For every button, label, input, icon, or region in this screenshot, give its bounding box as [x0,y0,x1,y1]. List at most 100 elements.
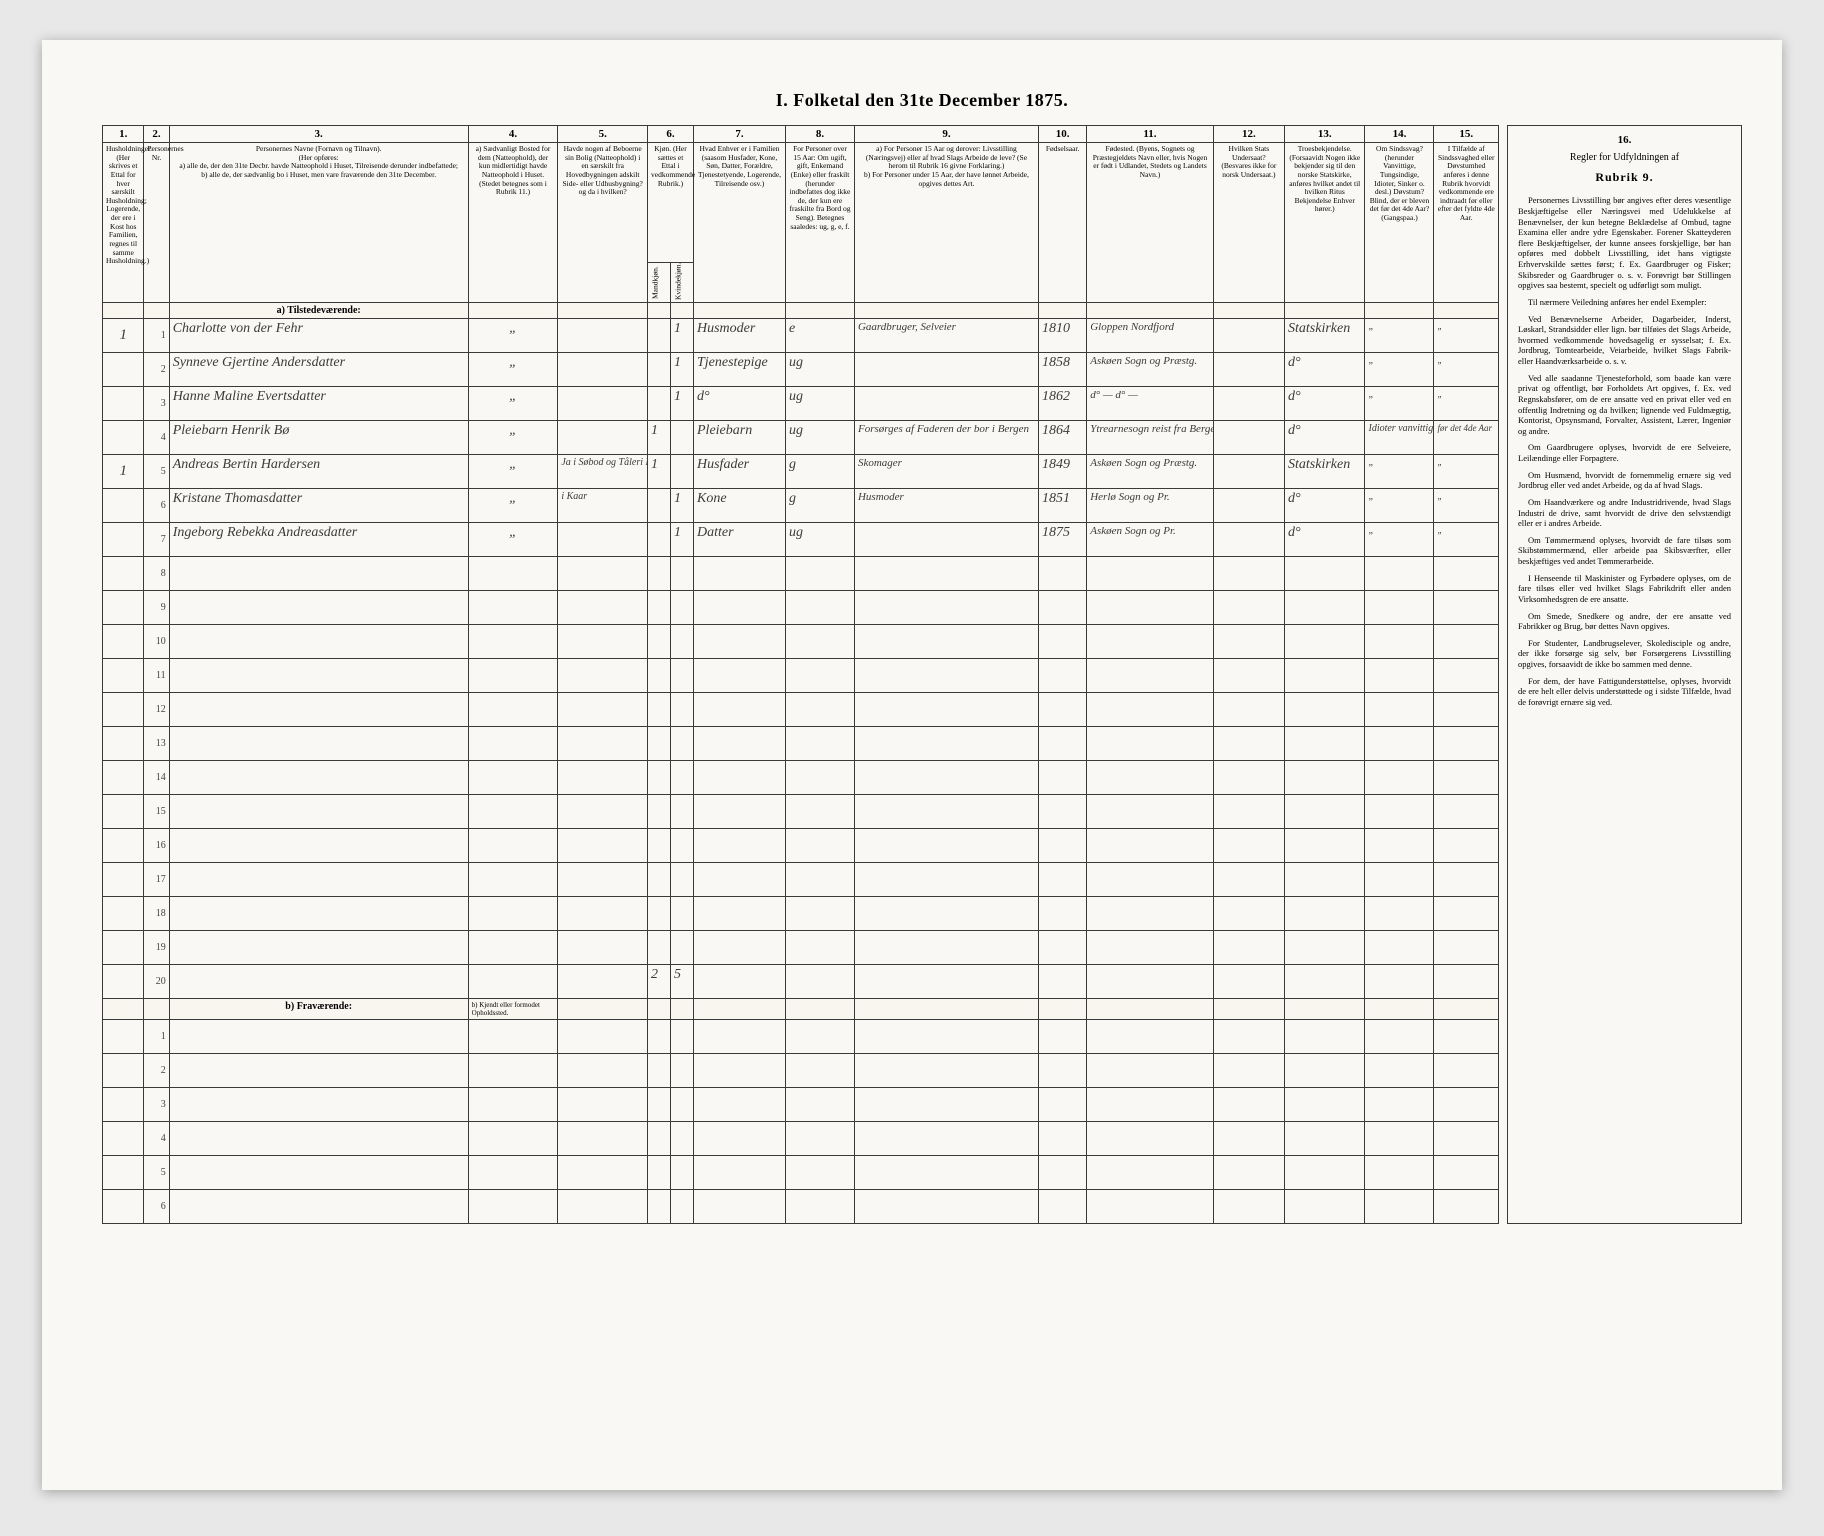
coln-15: 15. [1434,126,1499,143]
cell [1365,863,1434,897]
cell [1087,863,1213,897]
cell [1213,1156,1284,1190]
cell: „ [1434,319,1499,353]
cell: 1810 [1038,319,1086,353]
cell [648,795,671,829]
cell [694,591,786,625]
cell: ug [785,353,854,387]
cell [1213,795,1284,829]
cell [694,761,786,795]
cell: d° [694,387,786,421]
cell [1213,625,1284,659]
cell [169,727,468,761]
cell [854,659,1038,693]
cell: 17 [144,863,169,897]
cell: i Kaar [558,489,648,523]
cell [1087,829,1213,863]
cell [1087,557,1213,591]
cell [854,1088,1038,1122]
table-row: 14 [103,761,1499,795]
cell: Herlø Sogn og Pr. [1087,489,1213,523]
cell [1213,1122,1284,1156]
cell [1213,1190,1284,1224]
cell: 11 [144,659,169,693]
cell [854,897,1038,931]
hdr-14: Om Sindssvag? (herunder Vanvittige, Tung… [1365,143,1434,303]
cell: Husmoder [854,489,1038,523]
cell [1213,319,1284,353]
page-title: I. Folketal den 31te December 1875. [102,90,1742,111]
sidebar-title: Regler for Udfyldningen af [1518,152,1731,165]
cell [1213,421,1284,455]
cell [558,761,648,795]
cell [1213,897,1284,931]
cell: „ [468,489,558,523]
cell [648,829,671,863]
cell [1213,591,1284,625]
cell [1285,591,1365,625]
hdr-15: I Tilfælde af Sindssvaghed eller Døvstum… [1434,143,1499,303]
cell [169,795,468,829]
cell [1038,795,1086,829]
cell [785,591,854,625]
cell: „ [1365,387,1434,421]
cell [1038,659,1086,693]
cell [671,829,694,863]
sidebar-p3: Ved Benævnelserne Arbeider, Dagarbeider,… [1518,314,1731,367]
cell [694,999,786,1020]
cell [1087,727,1213,761]
coln-4: 4. [468,126,558,143]
cell [648,1088,671,1122]
hdr-10: Fødselsaar. [1038,143,1086,303]
table-row: 16 [103,829,1499,863]
cell [169,863,468,897]
cell [1038,999,1086,1020]
cell: 1849 [1038,455,1086,489]
cell [694,795,786,829]
cell [558,625,648,659]
cell [1038,965,1086,999]
cell [558,1122,648,1156]
table-row: 8 [103,557,1499,591]
cell [558,1088,648,1122]
cell: 1 [648,455,671,489]
cell [694,557,786,591]
cell: Statskirken [1285,455,1365,489]
cell [1434,965,1499,999]
cell [785,727,854,761]
hdr-8: For Personer over 15 Aar: Om ugift, gift… [785,143,854,303]
table-row: 4Pleiebarn Henrik Bø„1PleiebarnugForsørg… [103,421,1499,455]
cell [169,1122,468,1156]
coln-14: 14. [1365,126,1434,143]
cell [1285,1054,1365,1088]
cell [854,727,1038,761]
cell [854,591,1038,625]
cell: Kone [694,489,786,523]
cell: „ [468,353,558,387]
cell [694,1190,786,1224]
coln-12: 12. [1213,126,1284,143]
cell [1285,795,1365,829]
cell [1213,863,1284,897]
cell [103,659,144,693]
cell: „ [1434,387,1499,421]
cell [1087,999,1213,1020]
cell: 20 [144,965,169,999]
cell [169,659,468,693]
cell: d° [1285,421,1365,455]
cell [103,489,144,523]
cell [671,1190,694,1224]
cell [854,965,1038,999]
cell [648,693,671,727]
cell: b) Kjendt eller formodet Opholdssted. [468,999,558,1020]
cell [1087,303,1213,319]
cell [1038,625,1086,659]
cell [671,1054,694,1088]
cell [648,1190,671,1224]
cell [648,523,671,557]
cell: Skomager [854,455,1038,489]
hdr-9: a) For Personer 15 Aar og derover: Livss… [854,143,1038,303]
cell [1434,1088,1499,1122]
cell [1213,931,1284,965]
cell [694,829,786,863]
